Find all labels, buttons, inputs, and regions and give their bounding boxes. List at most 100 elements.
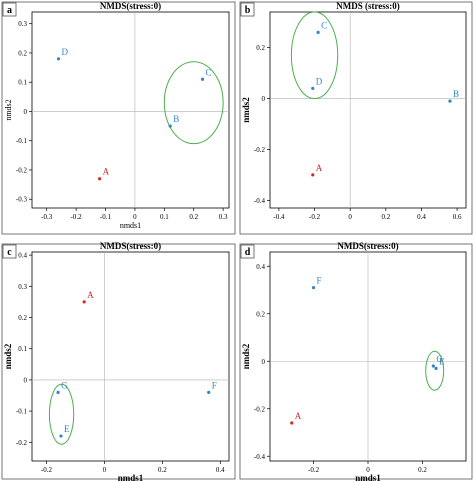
panel-d-point-label-f: F	[317, 276, 322, 286]
panel-d-group-ellipse	[425, 350, 445, 391]
panel-d-point-e	[434, 366, 438, 370]
panel-b-point-d	[311, 86, 315, 90]
panel-b-ylabel: nmds2	[241, 97, 251, 123]
panel-d-point-label-a: A	[295, 411, 302, 421]
panel-a-ylabel: nmds2	[4, 99, 13, 120]
panel-c-point-label-g: G	[61, 380, 68, 390]
panel-a-point-d	[56, 57, 61, 61]
panel-a-point-a	[98, 177, 102, 181]
panel-d-ytick-label: -0.2	[254, 405, 266, 413]
panel-b-point-label-a: A	[316, 163, 323, 173]
panel-c-ytick-label: 0.2	[18, 314, 27, 322]
panel-a-point-c	[200, 77, 205, 81]
panel-a-frame	[1, 1, 236, 235]
panel-a-point-b	[168, 124, 172, 128]
panel-a-xtick-label: -0.1	[100, 213, 112, 221]
panel-a-ytick-label: 0.1	[18, 79, 27, 87]
panel-b-point-b	[448, 99, 452, 103]
panel-c-point-label-e: E	[64, 424, 70, 434]
panel-c-ylabel: nmds2	[3, 343, 13, 369]
panel-a-plot-area	[31, 11, 230, 209]
panel-c-xtick-label: 0	[103, 466, 107, 474]
panel-b-xtick-label: 0.4	[417, 213, 426, 221]
panel-b-ytick-label: 0	[262, 95, 266, 103]
panel-b-point-label-d: D	[316, 76, 323, 86]
panel-c-letter-box	[2, 244, 17, 259]
panel-b-group-ellipse	[290, 11, 339, 100]
panel-d-ylabel: nmds2	[241, 343, 251, 369]
panel-c-xlabel: nmds1	[118, 473, 144, 481]
panel-d-point-f	[311, 286, 316, 290]
panel-b-xtick-label: 0.2	[381, 213, 390, 221]
panel-b-xtick-label: -0.2	[309, 213, 321, 221]
panel-a-title: NMDS(stress:0)	[100, 1, 161, 11]
panel-a-ytick-label: -0.2	[16, 166, 28, 174]
panel-d-xtick-label: -0.2	[308, 466, 320, 474]
panel-b: b NMDS (stress:0) -0.4 -0.2 0 0.2 0.4 0.6 -0.4 -0…	[239, 1, 473, 235]
panel-b-xtick-label: 0	[348, 213, 352, 221]
panel-c-group-ellipse	[48, 383, 75, 445]
panel-c-point-label-a: A	[87, 290, 94, 300]
panel-d-point-a	[290, 421, 294, 425]
panel-d-xtick-label: 0	[366, 466, 370, 474]
panel-d-letter: d	[245, 247, 251, 258]
panel-a-point-label-b: B	[173, 114, 179, 124]
panel-c-point-f	[207, 390, 211, 394]
panel-d-point-label-e: E	[439, 356, 445, 366]
panel-a-ytick-label: -0.3	[16, 196, 28, 204]
panel-b-ytick-label: 0.2	[256, 44, 265, 52]
panel-d-point-label-g: G	[436, 354, 443, 364]
panel-b-point-label-c: C	[321, 20, 327, 30]
panel-b-point-a	[311, 173, 315, 177]
panel-c-ytick-label: 0.4	[18, 252, 27, 260]
panel-a-xlabel: nmds1	[120, 221, 141, 230]
panel-b-frame	[239, 1, 473, 235]
panel-c-point-e	[59, 434, 63, 438]
panel-b-ytick-label: -0.2	[254, 146, 266, 154]
panel-a-point-label-c: C	[206, 67, 212, 77]
panel-b-plot-area	[269, 11, 467, 209]
panel-c-point-g	[56, 390, 60, 394]
panel-b-ytick-label: -0.4	[254, 197, 266, 205]
panel-d-title: NMDS(stress:0)	[337, 241, 398, 251]
panel-a-xtick-label: 0	[133, 213, 137, 221]
panel-d-xlabel: nmds1	[355, 473, 381, 481]
panel-c-ytick-label: 0	[24, 376, 28, 384]
panel-c-title: NMDS(stress:0)	[100, 241, 161, 251]
panel-c-ytick-label: 0.1	[18, 345, 27, 353]
panel-c-plot-area	[31, 251, 230, 462]
panel-d-ytick-label: 0.2	[256, 310, 265, 318]
panel-d-ytick-label: -0.4	[254, 453, 266, 461]
panel-c-xtick-label: -0.2	[41, 466, 53, 474]
panel-a-ytick-label: 0	[24, 108, 28, 116]
panel-d-xtick-label: 0.2	[418, 466, 427, 474]
panel-a: a NMDS(stress:0) -0.3 -0.2 -0.1 0 0.1 0.2 0.3 -0.…	[1, 1, 236, 235]
panel-c-xtick-label: 0.2	[158, 466, 167, 474]
panel-b-title: NMDS (stress:0)	[336, 1, 400, 11]
panel-a-ytick-label: 0.3	[18, 20, 27, 28]
panel-c-ytick-label: -0.1	[16, 408, 28, 416]
panel-a-xtick-label: 0.1	[160, 213, 169, 221]
panel-a-letter: a	[7, 5, 12, 16]
panel-b-xtick-label: -0.4	[273, 213, 285, 221]
panel-a-point-label-a: A	[103, 167, 110, 177]
panel-a-xtick-label: -0.2	[71, 213, 83, 221]
panel-d-ytick-label: 0	[262, 358, 266, 366]
panel-a-xtick-label: 0.2	[189, 213, 198, 221]
panel-c-xtick-label: 0.4	[216, 466, 225, 474]
panel-c: c NMDS(stress:0) -0.2 0 0.2 0.4 -0.2 -0.1 0 0.1 0.…	[1, 241, 236, 481]
panel-b-letter: b	[245, 5, 251, 16]
panel-c-point-label-f: F	[212, 380, 217, 390]
panel-c-frame	[1, 243, 236, 480]
panel-d: d NMDS(stress:0) -0.2 0 0.2 -0.4 -0.2 0 0.2 0.4 nm…	[239, 241, 473, 481]
panel-a-ytick-label: -0.1	[16, 137, 28, 145]
panel-c-point-a	[82, 300, 86, 304]
panel-a-group-ellipse	[163, 61, 224, 145]
panel-b-point-c	[316, 30, 320, 34]
panel-d-letter-box	[240, 244, 255, 259]
panel-a-letter-box	[2, 2, 17, 17]
panel-d-ytick-label: 0.4	[256, 263, 265, 271]
panel-b-xtick-label: 0.6	[453, 213, 462, 221]
panel-a-point-label-d: D	[61, 47, 68, 57]
